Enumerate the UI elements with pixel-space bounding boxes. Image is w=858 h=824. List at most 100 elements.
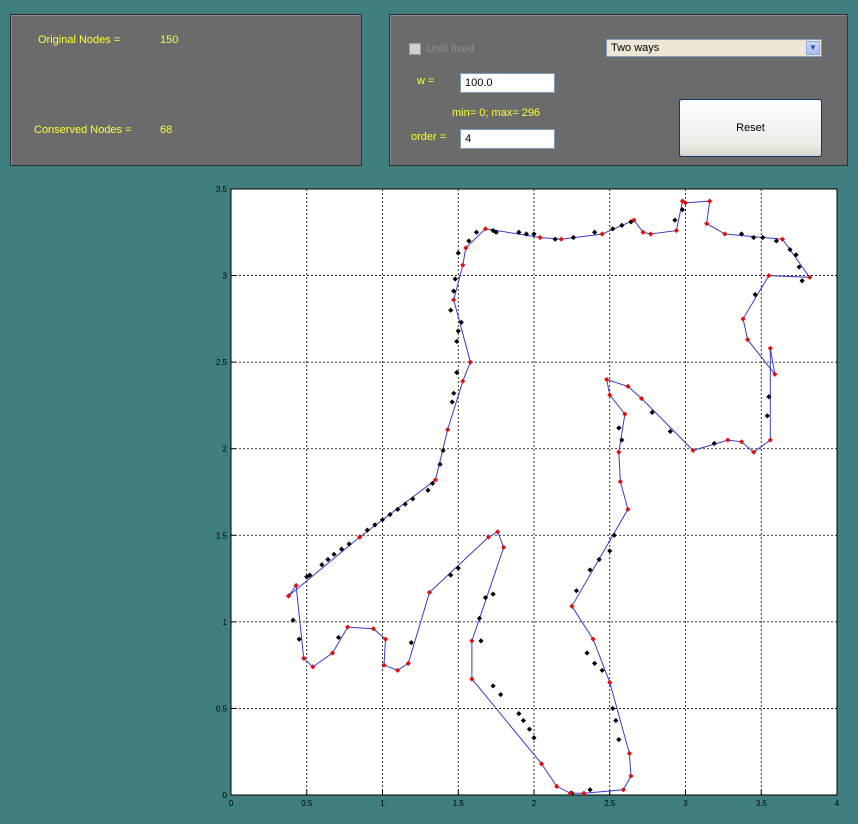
conserved-node-point — [554, 783, 560, 789]
x-tick-label: 3.5 — [756, 799, 768, 808]
until-fixed-label: Until fixed — [426, 43, 475, 55]
conserved-node-point — [725, 437, 731, 443]
conserved-node-point — [631, 217, 637, 223]
original-node-point — [619, 437, 625, 443]
original-node-point — [379, 517, 386, 523]
original-node-point — [454, 338, 460, 344]
original-node-point — [452, 276, 458, 282]
conserved-node-point — [616, 449, 622, 455]
conserved-node-point — [607, 679, 613, 686]
conserved-node-point — [467, 359, 473, 365]
original-node-point — [331, 551, 337, 557]
original-node-point — [307, 572, 313, 578]
original-node-point — [346, 541, 352, 547]
conserved-node-point — [405, 660, 411, 667]
conserved-node-point — [469, 638, 475, 644]
original-node-point — [552, 236, 558, 242]
original-node-point — [764, 413, 770, 419]
original-node-point — [482, 595, 489, 601]
original-node-point — [587, 567, 593, 573]
original-node-point — [490, 591, 496, 597]
conserved-node-point — [704, 221, 710, 227]
original-node-point — [752, 292, 758, 298]
chevron-down-icon[interactable]: ▼ — [806, 41, 820, 55]
conserved-node-point — [626, 750, 633, 757]
original-node-point — [372, 522, 378, 528]
conserved-node-point — [648, 231, 654, 237]
conserved-node-point — [745, 337, 751, 343]
original-node-point — [616, 736, 622, 743]
x-tick-label: 0 — [229, 799, 234, 808]
original-node-point — [325, 556, 331, 563]
conserved-node-point — [620, 787, 626, 793]
original-node-point — [610, 226, 616, 232]
original-node-point — [454, 369, 460, 376]
conserved-node-point — [590, 636, 596, 642]
original-node-point — [395, 506, 401, 512]
original-node-point — [531, 735, 537, 741]
original-node-point — [679, 207, 686, 213]
y-tick-label: 3.5 — [216, 185, 228, 194]
original-node-point — [573, 588, 580, 594]
y-tick-label: 1.5 — [216, 531, 228, 540]
conserved-node-point — [617, 479, 623, 485]
y-tick-label: 2.5 — [216, 358, 228, 367]
original-node-point — [607, 548, 613, 554]
original-node-point — [672, 217, 678, 223]
original-node-point — [408, 640, 414, 646]
conserved-node-point — [482, 226, 489, 232]
original-node-point — [490, 227, 496, 234]
y-tick-label: 3 — [223, 272, 228, 281]
conserved-node-point — [628, 773, 634, 779]
conserved-node-point — [495, 529, 501, 535]
conserved-node-point — [738, 439, 745, 445]
original-node-point — [619, 222, 625, 228]
original-node-point — [402, 501, 408, 507]
original-node-point — [596, 556, 602, 563]
original-node-point — [490, 683, 496, 689]
mode-select[interactable]: Two ways ▼ — [606, 39, 822, 57]
original-node-point — [516, 711, 522, 717]
conserved-node-point — [445, 427, 451, 433]
order-input[interactable] — [460, 129, 555, 149]
w-label: w = — [417, 75, 435, 87]
original-node-point — [455, 328, 461, 334]
conserved-node-point — [463, 245, 469, 251]
original-node-point — [449, 399, 455, 405]
conserved-node-point — [751, 449, 757, 455]
original-node-point — [796, 264, 802, 270]
original-node-point — [476, 615, 483, 621]
conserved-node-point — [767, 437, 773, 443]
conserved-node-point — [451, 297, 457, 303]
original-node-point — [410, 496, 416, 502]
x-tick-label: 2.5 — [604, 799, 616, 808]
reset-button[interactable]: Reset — [679, 99, 822, 157]
original-node-point — [610, 705, 616, 712]
w-input[interactable] — [460, 73, 555, 93]
original-node-point — [338, 546, 345, 552]
conserved-node-point — [625, 383, 631, 389]
until-fixed-checkbox[interactable] — [409, 43, 421, 55]
x-tick-label: 2 — [532, 799, 537, 808]
conserved-node-point — [581, 790, 587, 796]
conserved-node-point — [690, 447, 696, 454]
conserved-node-point — [766, 272, 772, 279]
conserved-node-point — [772, 371, 778, 377]
original-node-point — [290, 617, 296, 623]
original-node-point — [613, 717, 619, 724]
original-nodes-value: 150 — [160, 34, 179, 46]
conserved-node-point — [767, 345, 773, 351]
conserved-node-point — [558, 236, 564, 242]
conserved-node-point — [395, 667, 401, 673]
conserved-node-point — [638, 395, 645, 402]
original-node-point — [711, 440, 717, 447]
x-tick-label: 1.5 — [453, 799, 465, 808]
order-label: order = — [411, 131, 447, 143]
conserved-node-point — [707, 198, 713, 204]
original-node-point — [667, 428, 673, 434]
original-node-point — [584, 650, 590, 656]
original-node-point — [364, 527, 370, 533]
y-tick-label: 2 — [223, 445, 228, 454]
original-node-point — [751, 234, 757, 241]
